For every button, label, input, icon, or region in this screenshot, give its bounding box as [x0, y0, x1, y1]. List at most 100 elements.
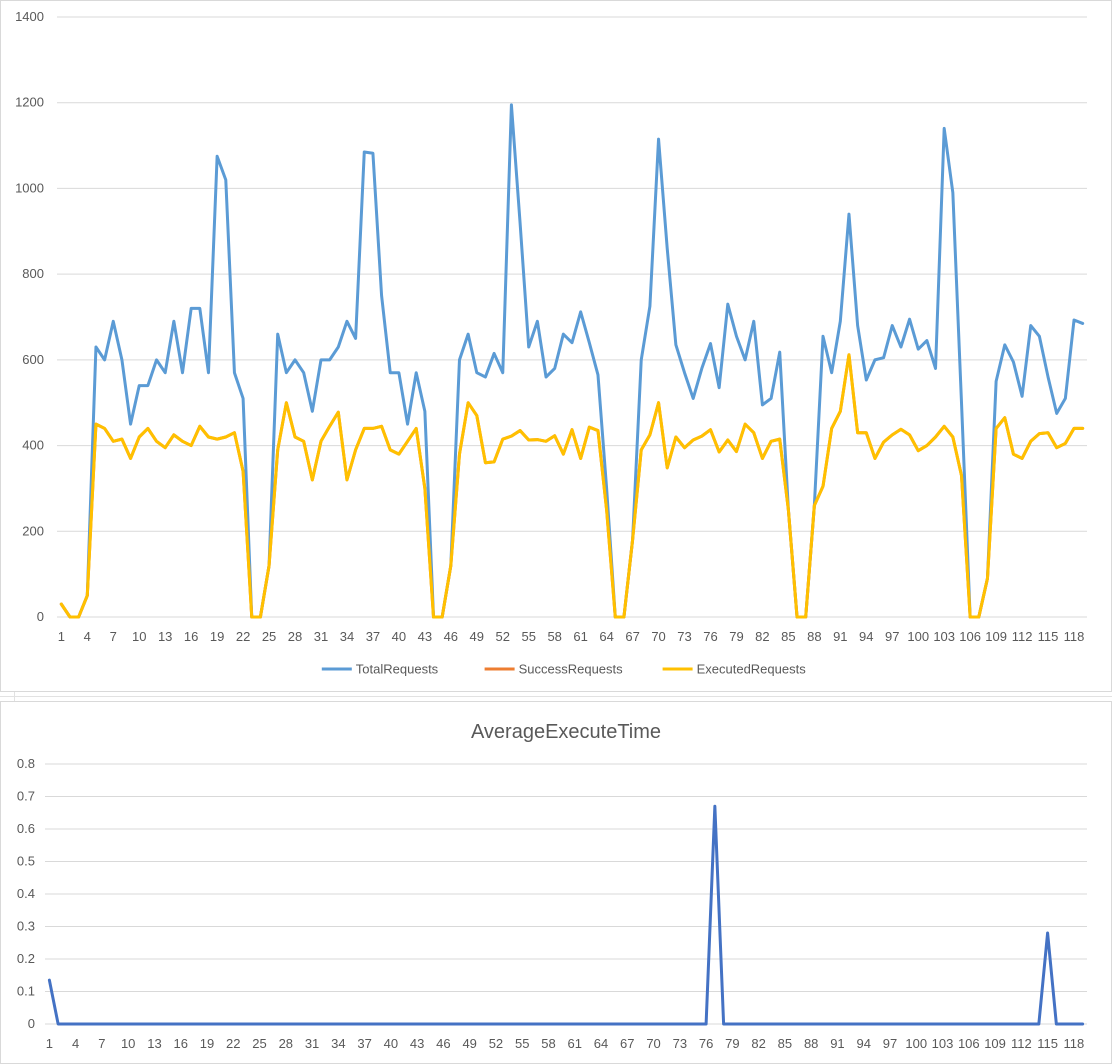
x-tick-label: 37	[357, 1036, 371, 1051]
x-tick-label: 61	[568, 1036, 582, 1051]
chart-title: AverageExecuteTime	[471, 721, 661, 743]
x-tick-label: 19	[200, 1036, 214, 1051]
series-line-executedrequests	[59, 353, 1085, 619]
y-tick-label: 0.8	[17, 756, 35, 771]
x-tick-label: 40	[384, 1036, 398, 1051]
x-tick-label: 97	[885, 629, 899, 644]
x-tick-label: 55	[515, 1036, 529, 1051]
x-tick-label: 76	[703, 629, 717, 644]
series-line-totalrequests	[59, 103, 1085, 619]
x-tick-label: 46	[436, 1036, 450, 1051]
legend-label: TotalRequests	[356, 662, 439, 677]
x-tick-label: 4	[84, 629, 91, 644]
x-tick-label: 31	[305, 1036, 319, 1051]
x-tick-label: 52	[489, 1036, 503, 1051]
y-tick-label: 0.2	[17, 951, 35, 966]
y-tick-label: 200	[22, 523, 44, 538]
sheet-row-gridline	[0, 696, 1112, 697]
x-tick-label: 31	[314, 629, 328, 644]
x-tick-label: 106	[959, 629, 981, 644]
x-tick-label: 10	[121, 1036, 135, 1051]
x-tick-label: 112	[1012, 629, 1033, 644]
x-tick-label: 16	[184, 629, 198, 644]
y-tick-label: 0	[28, 1016, 35, 1031]
y-tick-label: 800	[22, 266, 44, 281]
legend-label: ExecutedRequests	[697, 662, 807, 677]
x-tick-label: 25	[262, 629, 276, 644]
x-tick-label: 43	[410, 1036, 424, 1051]
x-tick-label: 55	[521, 629, 535, 644]
y-tick-label: 0.5	[17, 854, 35, 869]
x-tick-label: 43	[418, 629, 432, 644]
y-tick-label: 400	[22, 438, 44, 453]
x-tick-label: 64	[599, 629, 613, 644]
x-tick-label: 94	[859, 629, 873, 644]
average-execute-time-chart[interactable]: AverageExecuteTime 0 0.1 0.2 0.3 0.4 0.5 0.6 0.7…	[0, 701, 1112, 1064]
gridlines	[45, 763, 1087, 1025]
x-tick-label: 40	[392, 629, 406, 644]
x-tick-label: 109	[985, 629, 1007, 644]
x-tick-label: 88	[807, 629, 821, 644]
x-tick-label: 70	[646, 1036, 660, 1051]
x-tick-label: 103	[932, 1036, 954, 1051]
x-tick-label: 82	[751, 1036, 765, 1051]
x-tick-label: 52	[496, 629, 510, 644]
x-tick-label: 115	[1037, 1036, 1058, 1051]
x-tick-label: 100	[905, 1036, 927, 1051]
x-tick-label: 67	[625, 629, 639, 644]
x-tick-label: 25	[252, 1036, 266, 1051]
x-tick-label: 34	[331, 1036, 345, 1051]
x-tick-label: 37	[366, 629, 380, 644]
x-tick-label: 91	[830, 1036, 844, 1051]
x-tick-label: 118	[1064, 629, 1085, 644]
y-tick-label: 0.6	[17, 821, 35, 836]
x-tick-label: 34	[340, 629, 354, 644]
x-tick-label: 70	[651, 629, 665, 644]
x-tick-label: 112	[1011, 1036, 1032, 1051]
x-tick-label: 100	[907, 629, 929, 644]
y-tick-label: 600	[22, 352, 44, 367]
requests-chart-svg: 0 200 400 600 800 1000 1200 1400 1 4 7 10 13 16 19 22 25…	[15, 9, 1087, 677]
x-tick-label: 1	[58, 629, 65, 644]
y-tick-label: 0.7	[17, 789, 35, 804]
x-tick-label: 82	[755, 629, 769, 644]
x-tick-label: 109	[984, 1036, 1006, 1051]
x-tick-label: 94	[856, 1036, 870, 1051]
x-tick-label: 76	[699, 1036, 713, 1051]
x-tick-label: 58	[541, 1036, 555, 1051]
x-tick-label: 22	[226, 1036, 240, 1051]
requests-line-chart[interactable]: 0 200 400 600 800 1000 1200 1400 1 4 7 10 13 16 19 22 25…	[0, 0, 1112, 692]
x-tick-label: 115	[1038, 629, 1059, 644]
x-tick-label: 49	[470, 629, 484, 644]
series-line-successrequests	[59, 353, 1085, 619]
x-tick-label: 58	[547, 629, 561, 644]
x-tick-label: 4	[72, 1036, 79, 1051]
x-tick-label: 85	[781, 629, 795, 644]
y-tick-label: 1000	[15, 180, 44, 195]
x-tick-label: 103	[933, 629, 955, 644]
x-tick-label: 13	[158, 629, 172, 644]
x-tick-label: 64	[594, 1036, 608, 1051]
x-tick-label: 7	[110, 629, 117, 644]
y-tick-label: 0.4	[17, 886, 35, 901]
x-tick-label: 1	[46, 1036, 53, 1051]
x-tick-label: 67	[620, 1036, 634, 1051]
x-tick-label: 88	[804, 1036, 818, 1051]
y-tick-label: 0	[37, 609, 44, 624]
y-tick-label: 1400	[15, 9, 44, 24]
y-tick-label: 0.1	[17, 984, 35, 999]
x-tick-label: 61	[573, 629, 587, 644]
x-tick-label: 13	[147, 1036, 161, 1051]
x-tick-label: 118	[1063, 1036, 1084, 1051]
x-tick-label: 28	[288, 629, 302, 644]
x-tick-label: 16	[173, 1036, 187, 1051]
average-execute-time-chart-svg: AverageExecuteTime 0 0.1 0.2 0.3 0.4 0.5 0.6 0.7…	[17, 721, 1087, 1051]
legend: TotalRequests SuccessRequests ExecutedRequ…	[321, 662, 807, 677]
x-tick-label: 79	[725, 1036, 739, 1051]
x-tick-label: 46	[444, 629, 458, 644]
x-tick-label: 73	[677, 629, 691, 644]
x-tick-label: 85	[778, 1036, 792, 1051]
x-tick-label: 19	[210, 629, 224, 644]
x-tick-label: 79	[729, 629, 743, 644]
y-tick-label: 1200	[15, 95, 44, 110]
